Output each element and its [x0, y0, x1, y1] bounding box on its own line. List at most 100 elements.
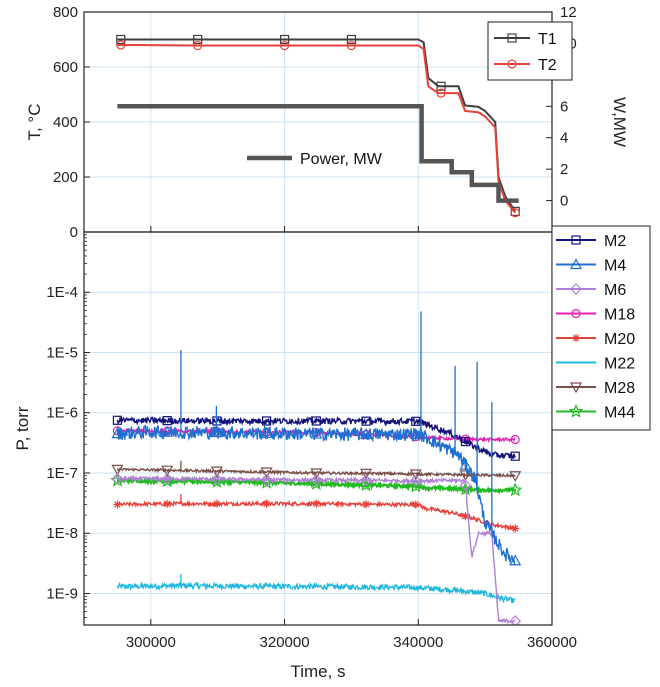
legend-label-m22: M22 — [604, 356, 635, 373]
line-m22 — [116, 580, 516, 604]
marker-m28 — [210, 466, 223, 478]
marker-m4 — [509, 554, 522, 566]
legend-label-power: Power, MW — [300, 151, 383, 168]
legend-marker-m18 — [571, 308, 581, 319]
marker-m4 — [360, 427, 373, 439]
marker-m6 — [260, 473, 273, 486]
top-right-tick-label: 12 — [560, 4, 577, 21]
marker-m18 — [510, 434, 520, 445]
marker-m2 — [460, 436, 471, 447]
top-right-tick-label: 4 — [560, 130, 568, 147]
marker-m28 — [161, 465, 174, 477]
marker-m4 — [210, 426, 223, 438]
marker-t2 — [510, 208, 520, 218]
series-m4 — [111, 311, 522, 566]
tick-labels: 02004006008000246810121E-91E-81E-71E-61E… — [46, 4, 577, 651]
marker-m2 — [262, 416, 272, 426]
line-t2 — [117, 44, 516, 214]
legend-label-m6: M6 — [604, 282, 626, 299]
marker-m4 — [409, 427, 422, 439]
marker-m2 — [361, 416, 371, 426]
top-series-group — [116, 34, 520, 218]
marker-m28 — [509, 471, 522, 482]
marker-m2 — [411, 416, 421, 426]
legend-marker-m20 — [572, 334, 580, 342]
marker-m20 — [461, 512, 470, 521]
x-axis-title: Time, s — [290, 662, 345, 681]
marker-m44 — [458, 481, 473, 496]
marker-m44 — [507, 482, 523, 497]
legend-label-m2: M2 — [604, 233, 626, 250]
marker-t2 — [279, 40, 290, 51]
bottom-series-group — [110, 311, 523, 625]
top-left-tick-label: 200 — [53, 169, 78, 186]
marker-t2 — [346, 40, 357, 51]
top-legend: T1 T2 — [487, 21, 573, 81]
legend-label-t2: T2 — [538, 57, 557, 74]
bottom-left-tick-label: 1E-4 — [46, 284, 78, 301]
marker-m6 — [111, 472, 124, 485]
power-legend: Power, MW — [247, 151, 383, 168]
bottom-y-axis-title: P, torr — [13, 406, 32, 450]
legend-label-t1: T1 — [538, 31, 557, 48]
marker-m4 — [459, 458, 472, 470]
top-y-axis-title: T, °C — [25, 103, 44, 140]
marker-t2 — [193, 40, 203, 51]
marker-m6 — [360, 474, 372, 487]
marker-t2 — [436, 88, 446, 98]
series-m28 — [111, 460, 522, 482]
marker-m2 — [112, 415, 123, 425]
line-m6 — [116, 474, 516, 625]
marker-m4 — [111, 427, 124, 439]
marker-m20 — [113, 500, 122, 509]
line-power-mw — [117, 104, 519, 203]
top-right-tick-label: 6 — [560, 98, 568, 115]
series-t1 — [116, 34, 520, 216]
marker-m2 — [510, 451, 520, 461]
marker-m4 — [260, 427, 273, 438]
marker-t1 — [193, 34, 203, 45]
legend-marker-m4 — [569, 258, 583, 270]
series-m2 — [112, 415, 520, 461]
top-legend-box — [487, 21, 573, 81]
top-y2-axis-title: W,MW — [610, 97, 629, 147]
legend-label-m28: M28 — [604, 380, 635, 397]
marker-t1 — [116, 34, 126, 45]
x-tick-label: 360000 — [527, 634, 577, 651]
legend-marker-t2 — [507, 59, 517, 69]
top-left-tick-label: 600 — [53, 59, 78, 76]
marker-m6 — [509, 615, 522, 625]
marker-m4 — [161, 425, 174, 437]
marker-t1 — [436, 81, 446, 91]
legend-label-m44: M44 — [604, 405, 635, 422]
series-t2 — [116, 40, 520, 218]
line-m2 — [116, 415, 516, 460]
legend-marker-m2 — [571, 235, 581, 245]
marker-m28 — [310, 468, 323, 480]
marker-m6 — [459, 479, 472, 492]
bottom-left-tick-label: 1E-5 — [46, 344, 78, 361]
legend-label-m18: M18 — [604, 307, 635, 324]
marker-t1 — [279, 34, 290, 45]
bottom-legend: M2 M4 M6 M18 M20 M22 M28 M44 — [551, 225, 651, 431]
marker-m20 — [212, 499, 221, 508]
bottom-left-tick-label: 1E-6 — [46, 405, 78, 422]
series-m20 — [113, 493, 520, 533]
bottom-left-tick-label: 1E-8 — [46, 525, 78, 542]
series-power-mw — [117, 104, 519, 203]
marker-m20 — [362, 500, 371, 509]
marker-t2 — [116, 40, 126, 50]
marker-m4 — [310, 427, 323, 439]
top-right-tick-label: 0 — [560, 193, 568, 210]
legend-marker-m28 — [569, 382, 583, 394]
marker-m20 — [262, 499, 271, 508]
marker-m28 — [111, 464, 124, 476]
marker-m20 — [163, 499, 172, 508]
line-t1 — [117, 38, 517, 212]
bottom-legend-box — [551, 225, 651, 431]
x-tick-label: 300000 — [126, 634, 176, 651]
legend-marker-m44 — [568, 403, 584, 418]
marker-m6 — [211, 473, 223, 486]
marker-m2 — [311, 416, 321, 426]
